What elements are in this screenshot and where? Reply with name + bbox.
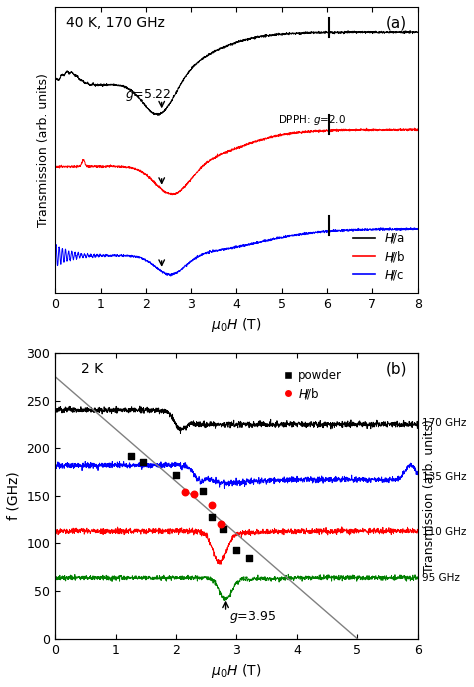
Point: [219, 523, 227, 534]
Text: $g$=3.95: $g$=3.95: [229, 609, 276, 624]
X-axis label: $\mu_0H$ (T): $\mu_0H$ (T): [211, 662, 262, 680]
Point: [209, 500, 216, 511]
Legend: powder, $H$$\!/\!/$b: powder, $H$$\!/\!/$b: [279, 365, 346, 405]
Point: [127, 450, 135, 461]
X-axis label: $\mu_0H$ (T): $\mu_0H$ (T): [211, 316, 262, 334]
Text: $g$=5.22: $g$=5.22: [126, 87, 172, 103]
Text: 170 GHz: 170 GHz: [422, 418, 467, 429]
Text: 110 GHz: 110 GHz: [422, 527, 467, 537]
Legend: $H$$\!/\!/$a, $H$$\!/\!/$b, $H$$\!/\!/$c: $H$$\!/\!/$a, $H$$\!/\!/$b, $H$$\!/\!/$c: [351, 229, 408, 284]
Point: [233, 545, 240, 556]
Point: [172, 469, 180, 480]
Text: (a): (a): [386, 16, 407, 30]
Text: (b): (b): [385, 361, 407, 376]
Y-axis label: Transmission (arb. units): Transmission (arb. units): [423, 419, 436, 573]
Point: [191, 488, 198, 499]
Point: [245, 552, 252, 563]
Y-axis label: Transmission (arb. units): Transmission (arb. units): [36, 73, 50, 227]
Text: 135 GHz: 135 GHz: [422, 472, 467, 482]
Text: 2 K: 2 K: [81, 361, 103, 376]
Point: [209, 511, 216, 522]
Point: [139, 456, 146, 467]
Point: [182, 486, 189, 497]
Point: [218, 519, 225, 530]
Point: [200, 486, 207, 497]
Text: DPPH: $g$=2.0: DPPH: $g$=2.0: [278, 113, 346, 127]
Text: 95 GHz: 95 GHz: [422, 573, 460, 583]
Y-axis label: f (GHz): f (GHz): [7, 471, 21, 520]
Text: 40 K, 170 GHz: 40 K, 170 GHz: [66, 16, 165, 30]
